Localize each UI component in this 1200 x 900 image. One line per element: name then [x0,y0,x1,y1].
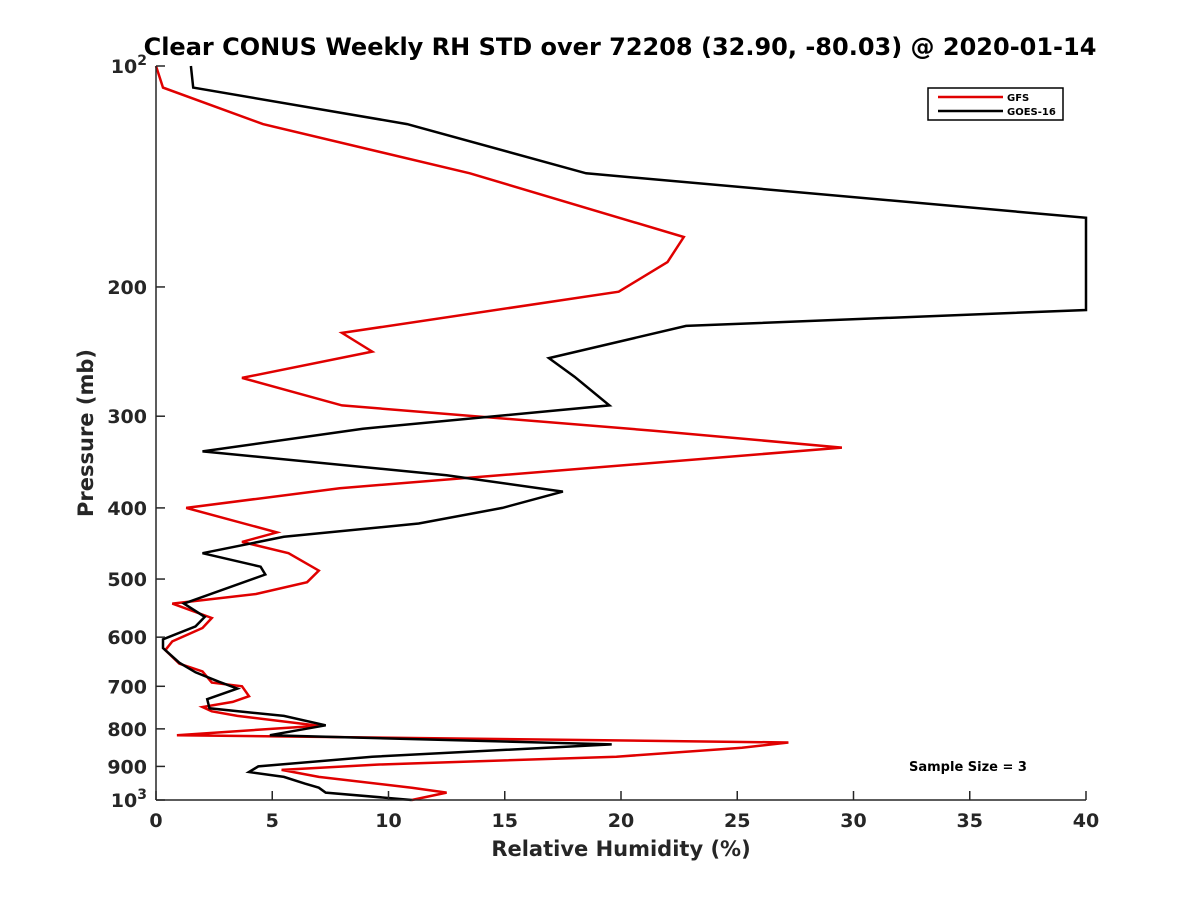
legend-label-gfs: GFS [1007,93,1029,104]
x-tick-label: 10 [375,810,401,832]
y-axis-ticks: 102 200 300 400 500 600 700 800 900 103 [107,53,165,812]
series-line-gfs [154,65,843,802]
legend-box [927,87,1064,121]
y-tick-label: 900 [107,756,147,778]
x-axis-label: Relative Humidity (%) [491,837,750,861]
x-tick-label: 30 [840,810,866,832]
plot-background [156,66,1086,800]
x-axis-ticks: 0 5 10 15 20 25 30 35 40 [149,791,1099,832]
y-tick-label: 200 [107,277,147,299]
y-tick-label: 102 [111,53,147,78]
x-tick-label: 40 [1073,810,1099,832]
y-tick-label: 400 [107,498,147,520]
legend-label-goes16: GOES-16 [1007,107,1056,118]
x-tick-label: 20 [608,810,634,832]
y-tick-label: 103 [111,787,147,812]
series-layer [154,65,1088,802]
legend: GFS GOES-16 [927,87,1064,121]
x-tick-label: 25 [724,810,750,832]
chart-title: Clear CONUS Weekly RH STD over 72208 (32… [144,33,1097,61]
y-tick-label: 700 [107,676,147,698]
y-tick-label: 600 [107,627,147,649]
plot-area: 0 5 10 15 20 25 30 35 40 102 200 300 400 500 600 700 80… [107,53,1099,832]
y-tick-label: 800 [107,719,147,741]
x-tick-label: 35 [957,810,983,832]
y-tick-label: 300 [107,406,147,428]
x-tick-label: 15 [492,810,518,832]
x-tick-label: 0 [149,810,162,832]
series-line-goes-16 [161,65,1088,802]
sample-size-annotation: Sample Size = 3 [909,760,1027,775]
y-tick-label: 500 [107,569,147,591]
x-tick-label: 5 [266,810,279,832]
y-axis-label: Pressure (mb) [74,349,98,517]
